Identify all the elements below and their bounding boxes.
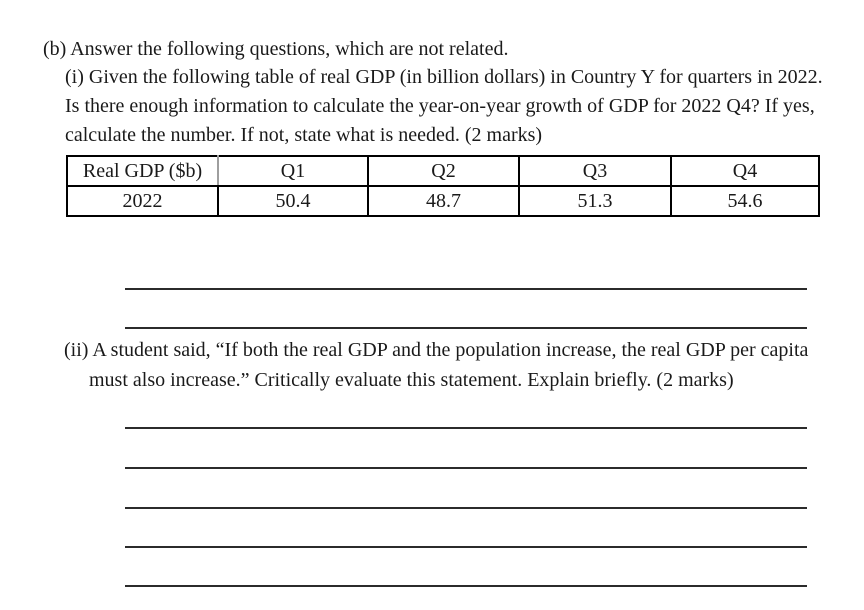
answer-line-i-2 [125, 327, 807, 329]
answer-line-ii-5 [125, 585, 807, 587]
question-ii-line-2: must also increase.” Critically evaluate… [89, 369, 734, 391]
gdp-header-q1: Q1 [217, 155, 369, 187]
gdp-table: Real GDP ($b) Q1 Q2 Q3 Q4 2022 50.4 48.7… [66, 155, 820, 217]
gdp-q2-value: 48.7 [367, 185, 520, 217]
answer-line-i-1 [125, 288, 807, 290]
answer-line-ii-4 [125, 546, 807, 548]
gdp-q1-value: 50.4 [217, 185, 369, 217]
gdp-header-q3: Q3 [518, 155, 672, 187]
gdp-table-header-row: Real GDP ($b) Q1 Q2 Q3 Q4 [66, 155, 820, 187]
gdp-header-label: Real GDP ($b) [66, 155, 219, 187]
answer-line-ii-3 [125, 507, 807, 509]
question-i-line-1: (i) Given the following table of real GD… [65, 66, 823, 88]
gdp-header-q4: Q4 [670, 155, 820, 187]
question-ii-paragraph: (ii) A student said, “If both the real G… [64, 335, 808, 395]
answer-line-ii-2 [125, 467, 807, 469]
gdp-q3-value: 51.3 [518, 185, 672, 217]
question-b-text: (b) Answer the following questions, whic… [43, 38, 509, 60]
gdp-q4-value: 54.6 [670, 185, 820, 217]
answer-line-ii-1 [125, 427, 807, 429]
question-i-paragraph: (i) Given the following table of real GD… [65, 63, 823, 150]
gdp-year-cell: 2022 [66, 185, 219, 217]
question-i-line-3: calculate the number. If not, state what… [65, 124, 543, 146]
question-i-line-2: Is there enough information to calculate… [65, 95, 815, 117]
gdp-table-data-row: 2022 50.4 48.7 51.3 54.6 [66, 185, 820, 217]
gdp-header-q2: Q2 [367, 155, 520, 187]
question-ii-line-1: (ii) A student said, “If both the real G… [64, 339, 809, 361]
